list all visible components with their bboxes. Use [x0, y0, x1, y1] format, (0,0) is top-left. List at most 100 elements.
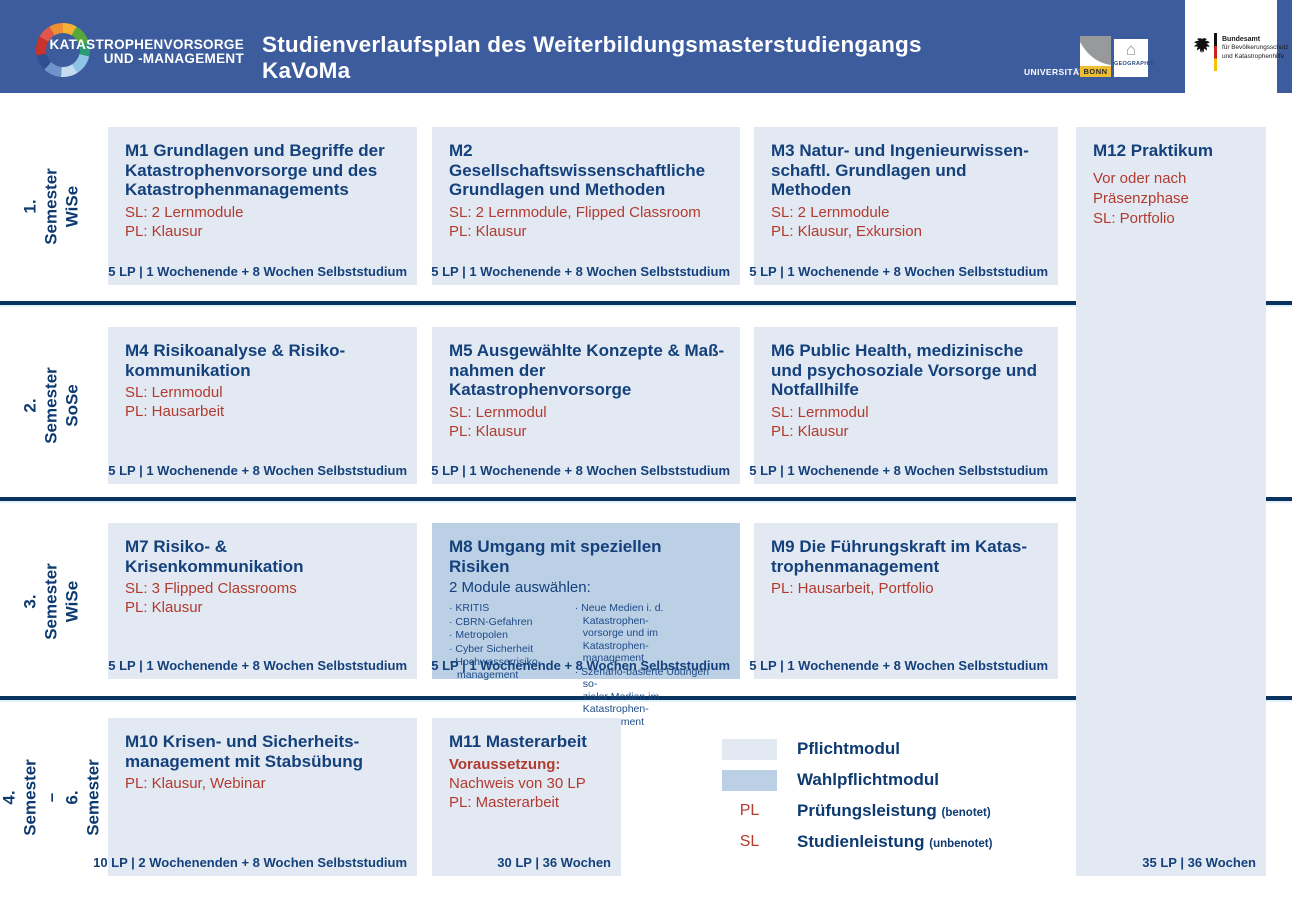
module-title: M1 Grundlagen und Begriffe der Katastrop… [125, 141, 385, 199]
page-title: Studienverlaufsplan des Weiterbildungsma… [262, 32, 922, 83]
legend-row-wahlpflichtmodul: Wahlpflichtmodul [722, 769, 1058, 791]
module-pl-line: PL: Klausur [771, 422, 849, 440]
module-card-m6: M6 Public Health, medizinische und psych… [749, 327, 1058, 484]
row-separator-3 [0, 696, 1292, 700]
module-options-left: · KRITIS · CBRN-Gefahren · Metropolen · … [449, 602, 566, 729]
module-title: M5 Ausgewählte Konzepte & Maß- nahmen de… [449, 341, 725, 399]
semester-label-1: 1. Semester WiSe [20, 167, 82, 245]
module-credits: 5 LP | 1 Wochenende + 8 Wochen Selbststu… [108, 658, 407, 673]
module-title: M3 Natur- und Ingenieurwissen- schaftl. … [771, 141, 1029, 199]
module-prereq-label: Voraussetzung: [449, 755, 561, 773]
module-card-m7: M7 Risiko- & Krisenkommunikation SL: 3 F… [108, 523, 417, 679]
wahlpflichtmodul-swatch-icon [722, 769, 777, 791]
module-sl-line: SL: Portfolio [1093, 209, 1175, 227]
module-title: M2 Gesellschaftswissenschaftliche Grundl… [449, 141, 706, 199]
legend-row-sl: SL Studienleistung (unbenotet) [722, 831, 1058, 853]
bbk-logo: Bundesamt für Bevölkerungsschutz und Kat… [1185, 0, 1288, 93]
module-pl-line: PL: Klausur [449, 422, 527, 440]
module-credits: 5 LP | 1 Wochenende + 8 Wochen Selbststu… [749, 264, 1048, 279]
module-sl-line: SL: Lernmodul [125, 384, 223, 401]
legend-label: Pflichtmodul [797, 739, 900, 758]
bbk-line1: Bundesamt [1222, 36, 1261, 43]
bbk-line2: für Bevölkerungsschutz [1222, 44, 1289, 52]
semester-label-3: 3. Semester WiSe [20, 562, 82, 640]
module-title: M12 Praktikum [1093, 141, 1213, 160]
module-credits: 5 LP | 1 Wochenende + 8 Wochen Selbststu… [749, 658, 1048, 673]
module-credits: 30 LP | 36 Wochen [497, 855, 611, 870]
module-card-m9: M9 Die Führungskraft im Katas- trophenma… [749, 523, 1058, 679]
module-prereq-line: Nachweis von 30 LP [449, 774, 586, 792]
pl-note: (benotet) [941, 807, 991, 819]
semester-label-2: 2. Semester SoSe [20, 367, 82, 444]
module-pl-line: PL: Klausur [125, 599, 203, 616]
module-credits: 5 LP | 1 Wochenende + 8 Wochen Selbststu… [749, 463, 1048, 478]
module-pl-line: PL: Klausur, Exkursion [771, 222, 922, 240]
module-sl-line: SL: 2 Lernmodule, Flipped Classroom [449, 203, 701, 221]
module-sl-line: SL: 2 Lernmodule [771, 203, 890, 221]
semester-label-4: 4. Semester – 6. Semester [0, 758, 103, 836]
kavoma-logo-line1: KATASTROPHENVORSORGE [49, 37, 244, 52]
module-title: M10 Krisen- und Sicherheits- management … [125, 732, 364, 771]
option-item: · Neue Medien i. d. Katastrophen- vorsor… [574, 602, 664, 664]
module-subtitle: 2 Module auswählen: [449, 579, 591, 596]
module-card-m12: M12 Praktikum Vor oder nach Präsenzphase… [1076, 127, 1266, 876]
option-item: · KRITIS [449, 602, 490, 614]
module-credits: 5 LP | 1 Wochenende + 8 Wochen Selbststu… [431, 658, 730, 673]
row-separator-2 [0, 497, 1292, 501]
uni-bonn-bonn-label: BONN [1080, 66, 1111, 77]
module-card-m11: M11 Masterarbeit Voraussetzung: Nachweis… [432, 718, 621, 876]
module-credits: 5 LP | 1 Wochenende + 8 Wochen Selbststu… [108, 264, 407, 279]
module-title: M7 Risiko- & Krisenkommunikation [125, 537, 304, 576]
legend-row-pl: PL Prüfungsleistung (benotet) [722, 800, 1058, 822]
module-options: · KRITIS · CBRN-Gefahren · Metropolen · … [449, 602, 726, 729]
federal-eagle-icon [1194, 38, 1210, 53]
sl-note: (unbenotet) [929, 838, 993, 850]
module-sl-line: SL: 3 Flipped Classrooms [125, 580, 297, 597]
option-item: · CBRN-Gefahren [449, 615, 533, 628]
module-title: M11 Masterarbeit [449, 732, 587, 751]
module-title: M8 Umgang mit speziellen Risiken [449, 537, 662, 576]
kavoma-logo-text: KATASTROPHENVORSORGE UND -MANAGEMENT [48, 38, 244, 65]
option-item: · Hochwasserrisiko- management [449, 656, 542, 681]
header-bar: KATASTROPHENVORSORGE UND -MANAGEMENT Stu… [0, 0, 1292, 93]
option-item: · Metropolen [449, 629, 508, 641]
house-icon: ⌂ [1125, 40, 1137, 59]
module-card-m5: M5 Ausgewählte Konzepte & Maß- nahmen de… [431, 327, 740, 484]
uni-bonn-university-label: UNIVERSITÄT [1024, 67, 1086, 77]
german-flag-stripe-icon [1214, 33, 1217, 71]
module-credits: 5 LP | 1 Wochenende + 8 Wochen Selbststu… [108, 463, 407, 478]
legend: Pflichtmodul Wahlpflichtmodul PL Prüfung… [722, 738, 1058, 862]
kavoma-ring-icon [36, 23, 90, 77]
module-note-line: Präsenzphase [1093, 189, 1189, 207]
module-sl-line: SL: Lernmodul [449, 403, 547, 421]
module-card-m1: M1 Grundlagen und Begriffe der Katastrop… [108, 127, 417, 285]
module-credits: 10 LP | 2 Wochenenden + 8 Wochen Selbsts… [93, 855, 407, 870]
module-title: M9 Die Führungskraft im Katas- trophenma… [771, 537, 1027, 576]
uni-bonn-logo: UNIVERSITÄT BONN ⌂ GEOGRAPHIE [1024, 36, 1170, 78]
module-sl-line: SL: 2 Lernmodule [125, 203, 244, 221]
module-title: M4 Risikoanalyse & Risiko- kommunikation [125, 341, 346, 380]
module-pl-line: PL: Masterarbeit [449, 793, 560, 811]
uni-bonn-curve-icon [1080, 36, 1111, 66]
module-pl-line: PL: Hausarbeit, Portfolio [771, 580, 934, 597]
module-card-m3: M3 Natur- und Ingenieurwissen- schaftl. … [749, 127, 1058, 285]
pl-label: Prüfungsleistung [797, 801, 937, 820]
module-card-m8-wahlpflicht: M8 Umgang mit speziellen Risiken 2 Modul… [431, 523, 740, 749]
module-credits: 5 LP | 1 Wochenende + 8 Wochen Selbststu… [431, 264, 730, 279]
sl-label: Studienleistung [797, 832, 925, 851]
module-options-right: · Neue Medien i. d. Katastrophen- vorsor… [575, 602, 726, 729]
module-credits: 5 LP | 1 Wochenende + 8 Wochen Selbststu… [431, 463, 730, 478]
option-item: · Cyber Sicherheit [449, 642, 534, 655]
module-pl-line: PL: Hausarbeit [125, 403, 225, 420]
pl-abbr: PL [739, 802, 760, 819]
module-card-m10: M10 Krisen- und Sicherheits- management … [93, 718, 417, 876]
legend-row-pflichtmodul: Pflichtmodul [722, 738, 1058, 760]
legend-label: Wahlpflichtmodul [797, 770, 939, 789]
module-card-m4: M4 Risikoanalyse & Risiko- kommunikation… [108, 327, 417, 484]
sl-abbr: SL [739, 833, 760, 850]
module-title: M6 Public Health, medizinische und psych… [771, 341, 1038, 399]
module-card-m2: M2 Gesellschaftswissenschaftliche Grundl… [431, 127, 740, 285]
module-credits: 35 LP | 36 Wochen [1142, 855, 1256, 870]
module-sl-line: SL: Lernmodul [771, 403, 869, 421]
